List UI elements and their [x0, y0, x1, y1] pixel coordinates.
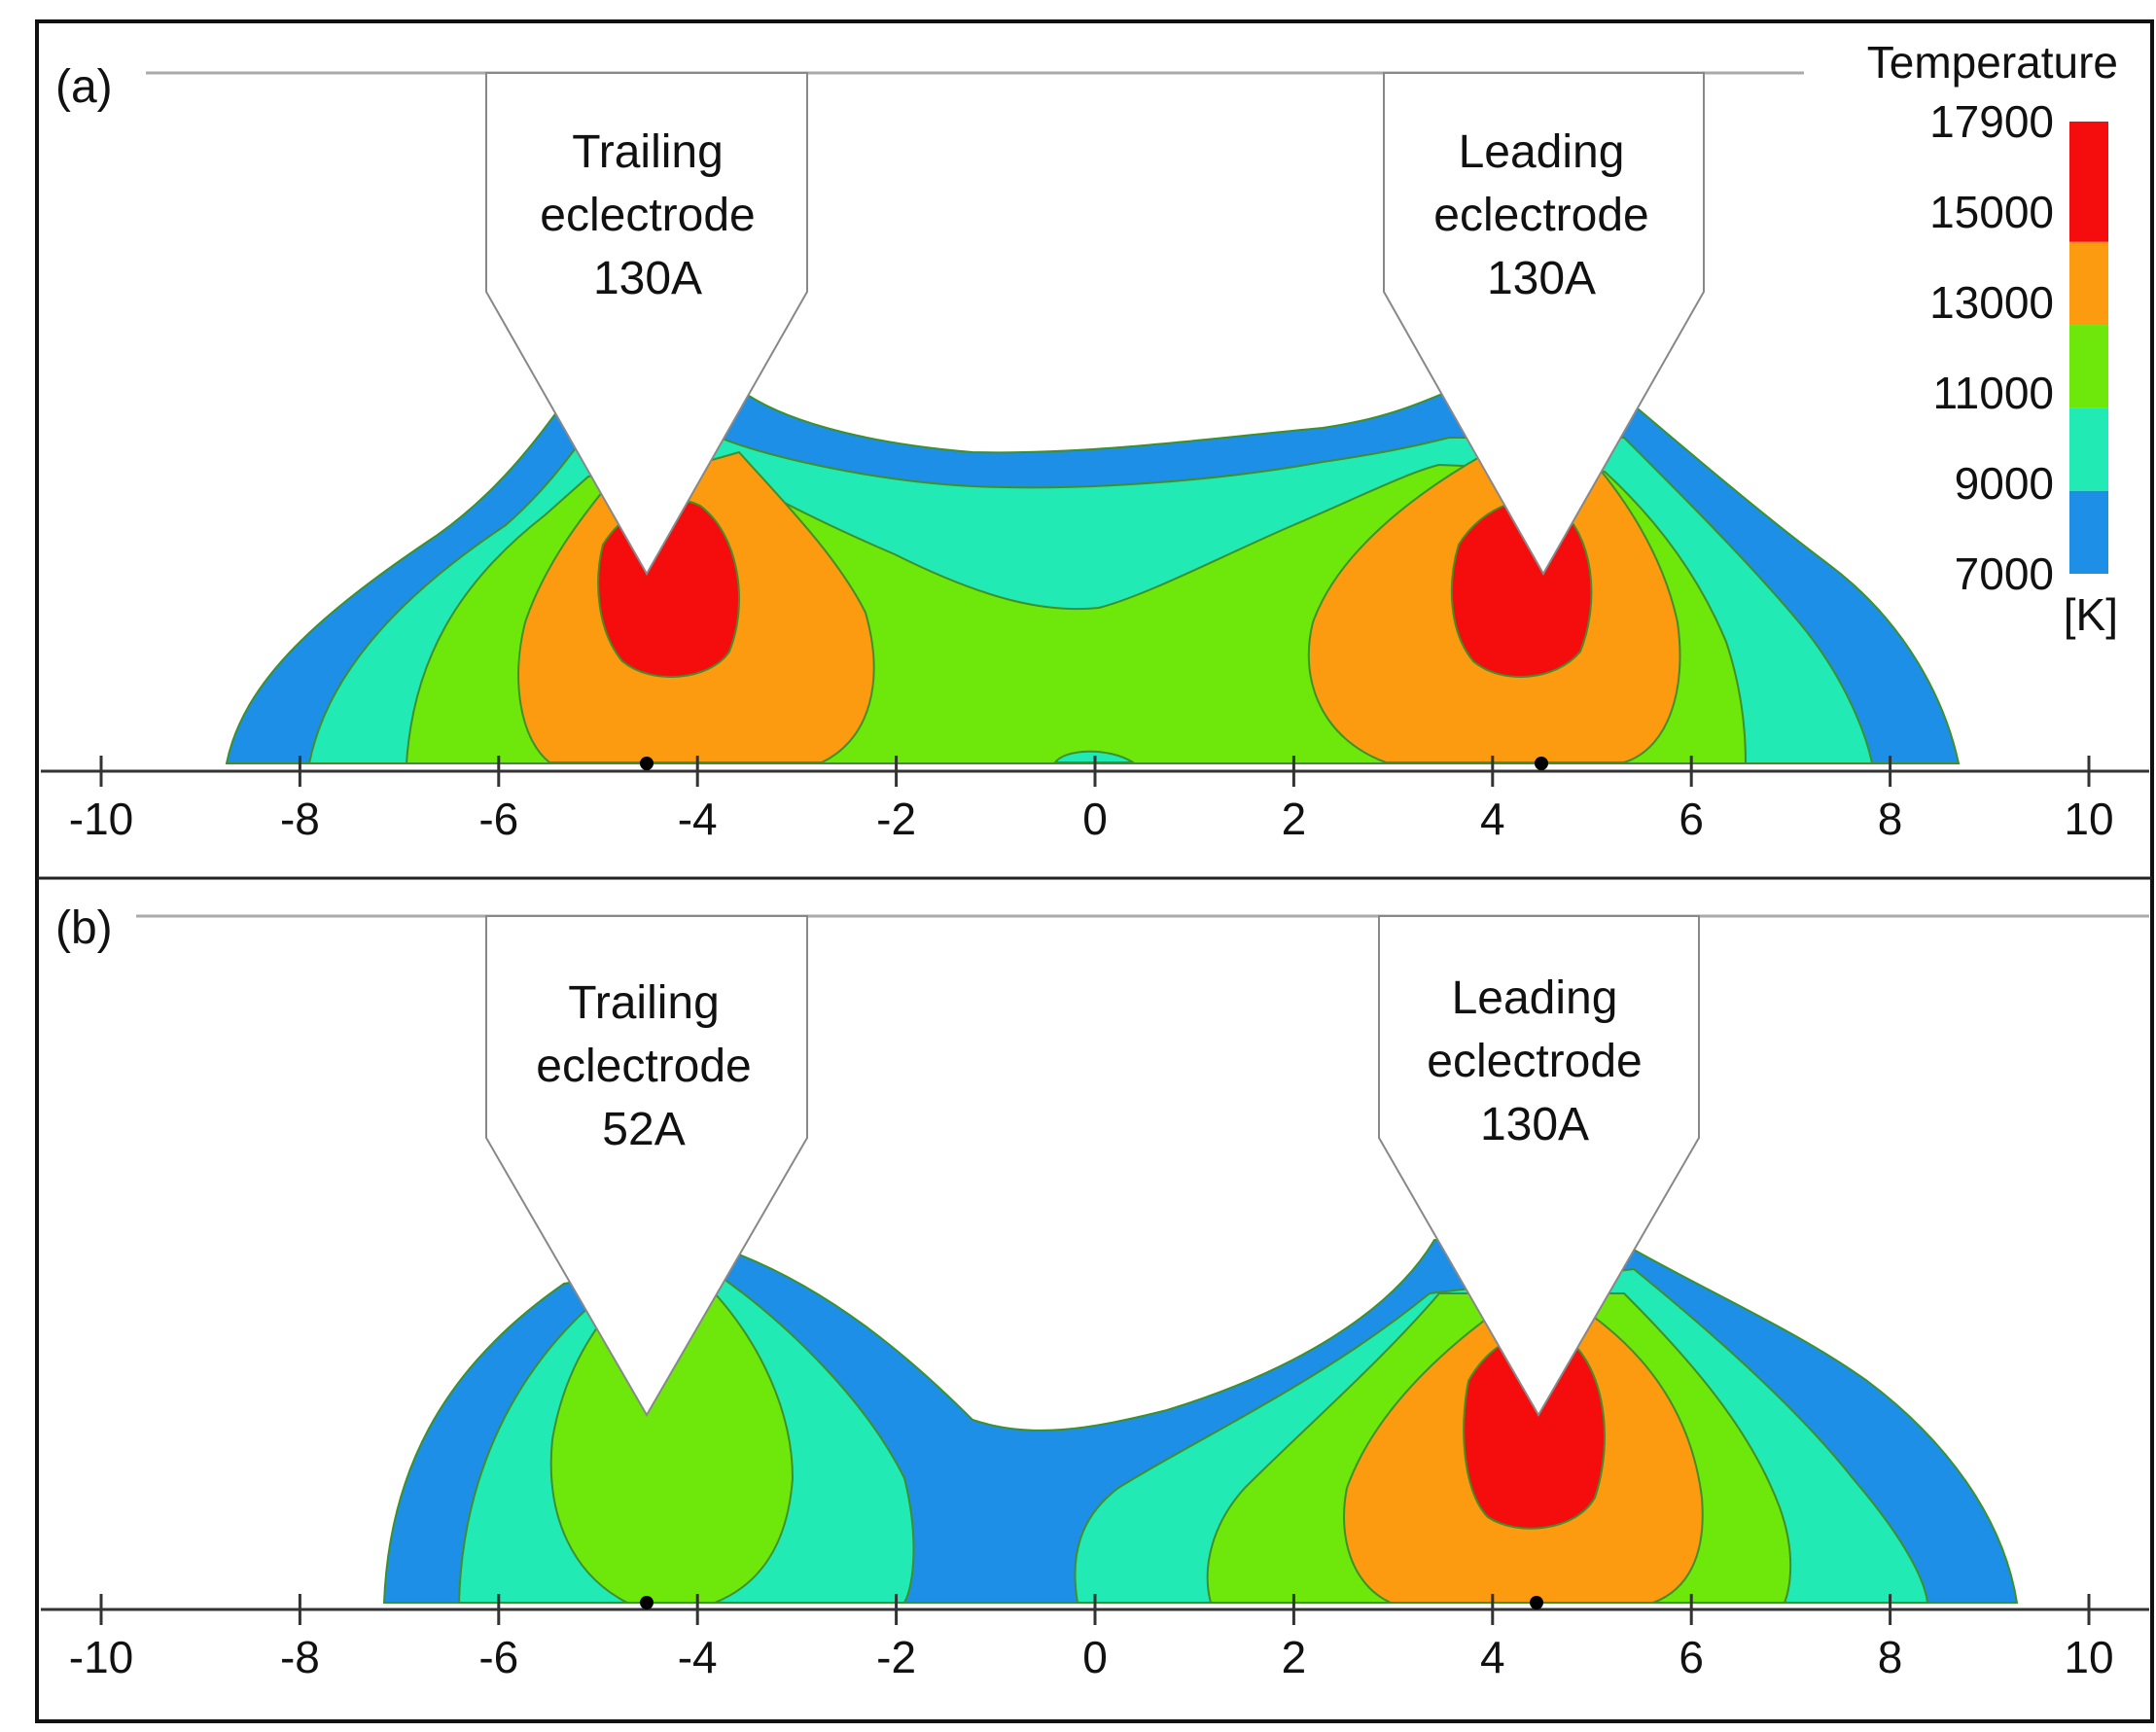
legend-tick-label: 11000: [1932, 368, 2054, 418]
panel-b: Trailing eclectrode 52A Leading eclectro…: [41, 902, 2149, 1682]
legend-tick-label: 15000: [1929, 187, 2054, 237]
legend-band: [2069, 407, 2108, 491]
panel-a-trailing-label-2: eclectrode: [540, 190, 755, 241]
panel-b-tick-label: 6: [1679, 1632, 1704, 1682]
panel-a-trailing-label-3: 130A: [593, 253, 702, 304]
panel-b-label: (b): [55, 902, 113, 954]
panel-b-tick-label: 10: [2064, 1632, 2113, 1682]
legend-tick-label: 9000: [1955, 458, 2054, 509]
panel-b-leading-label-1: Leading: [1452, 972, 1618, 1024]
panel-b-trailing-electrode: [485, 915, 808, 1417]
panel-b-leading-marker: [1530, 1596, 1543, 1609]
panel-a-axis-ticks: -10 -8 -6 -4 -2 0 2 4 6 8 10: [69, 756, 2114, 844]
panel-a-tick-label: 6: [1679, 794, 1704, 844]
legend-band: [2069, 122, 2108, 242]
panel-a-leading-label-1: Leading: [1459, 126, 1625, 178]
panel-b-leading-label-2: eclectrode: [1427, 1036, 1642, 1087]
legend-band: [2069, 241, 2108, 326]
panel-a-label: (a): [55, 61, 113, 113]
panel-a-contours: [225, 388, 1961, 764]
panel-a-tick-label: 10: [2064, 794, 2113, 844]
panel-a-tick-label: 8: [1878, 794, 1903, 844]
panel-b-tick-label: 4: [1480, 1632, 1505, 1682]
panel-a-tick-label: 2: [1282, 794, 1307, 844]
legend-tick-label: 7000: [1955, 548, 2054, 599]
legend-unit: [K]: [2064, 589, 2118, 640]
legend-band: [2069, 490, 2108, 574]
panel-a-tick-label: -4: [678, 794, 718, 844]
panel-b-trailing-label-2: eclectrode: [536, 1041, 751, 1092]
figure-frame: [35, 19, 2154, 1723]
temperature-legend: Temperature 7000 9000 11000 13000 15000 17900…: [1867, 37, 2118, 640]
panel-b-tick-label: -8: [280, 1632, 320, 1682]
legend-color-bar: [2069, 122, 2108, 574]
panel-a-trailing-marker: [640, 757, 654, 770]
panel-b-trailing-marker: [640, 1596, 654, 1609]
panel-a-leading-electrode: [1383, 72, 1705, 577]
panel-b-tick-label: -10: [69, 1632, 133, 1682]
legend-title: Temperature: [1867, 37, 2118, 88]
panel-b-leading-electrode: [1378, 915, 1700, 1418]
panel-a-trailing-electrode: [485, 72, 808, 577]
panel-a: Trailing eclectrode 130A Leading eclectr…: [41, 61, 2149, 844]
panel-b-contours: [382, 1238, 2019, 1604]
panel-b-tick-label: 8: [1878, 1632, 1903, 1682]
panel-a-leading-marker: [1535, 757, 1548, 770]
legend-tick-labels: 7000 9000 11000 13000 15000 17900: [1929, 96, 2054, 599]
panel-b-tick-label: 2: [1282, 1632, 1307, 1682]
panel-a-leading-label-3: 130A: [1487, 253, 1596, 304]
panel-a-tick-label: 0: [1082, 794, 1108, 844]
panel-b-tick-label: -4: [678, 1632, 718, 1682]
panel-a-trailing-label-1: Trailing: [572, 126, 724, 178]
panel-b-tick-label: -6: [478, 1632, 518, 1682]
panel-a-leading-label-2: eclectrode: [1433, 190, 1648, 241]
panel-b-leading-label-3: 130A: [1480, 1099, 1589, 1150]
panel-b-trailing-label-3: 52A: [602, 1104, 685, 1155]
panel-a-tick-label: -10: [69, 794, 133, 844]
panel-b-trailing-label-1: Trailing: [568, 977, 720, 1029]
panel-a-tick-label: -2: [876, 794, 916, 844]
legend-tick-label: 17900: [1929, 96, 2054, 147]
panel-b-axis-ticks: -10 -8 -6 -4 -2 0 2 4 6 8 10: [69, 1594, 2114, 1682]
panel-b-tick-label: -2: [876, 1632, 916, 1682]
panel-a-tick-label: 4: [1480, 794, 1505, 844]
legend-band: [2069, 325, 2108, 408]
legend-tick-label: 13000: [1929, 277, 2054, 328]
panel-a-tick-label: -6: [478, 794, 518, 844]
panel-b-tick-label: 0: [1082, 1632, 1108, 1682]
panel-a-tick-label: -8: [280, 794, 320, 844]
